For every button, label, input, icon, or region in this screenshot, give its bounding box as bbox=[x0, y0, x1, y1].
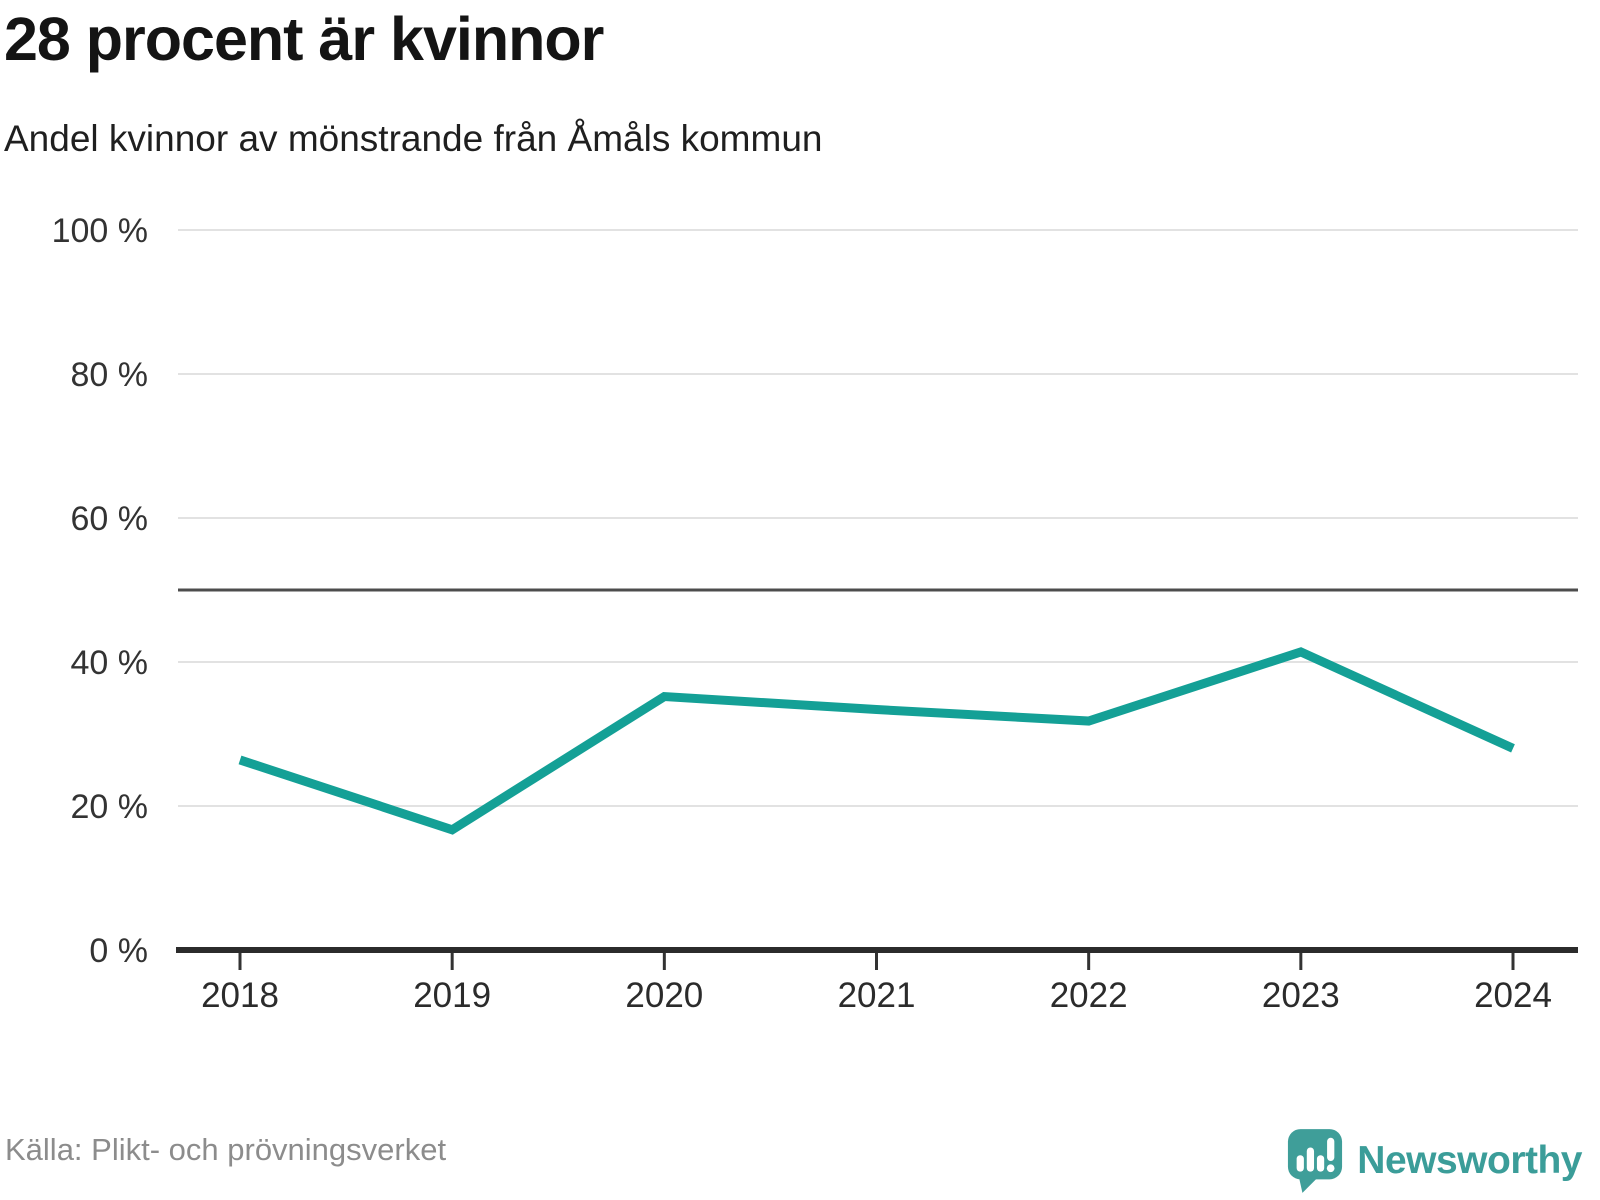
x-axis-label: 2021 bbox=[838, 976, 916, 1015]
line-chart: 0 % 20 % 40 % 60 % 80 % 100 % 2018 2019 2020 2021… bbox=[52, 212, 1578, 1015]
y-axis-label: 100 % bbox=[52, 212, 148, 250]
x-axis-label: 2019 bbox=[413, 976, 491, 1015]
data-line bbox=[238, 647, 1515, 835]
newsworthy-logo-text: Newsworthy bbox=[1357, 1139, 1582, 1182]
y-axis-label: 80 % bbox=[71, 356, 149, 394]
y-axis-label: 0 % bbox=[89, 932, 148, 970]
x-axis-label: 2018 bbox=[201, 976, 279, 1015]
newsworthy-logo[interactable]: Newsworthy bbox=[1286, 1126, 1582, 1196]
x-axis-label: 2022 bbox=[1050, 976, 1128, 1015]
y-axis-label: 40 % bbox=[71, 644, 149, 682]
x-axis-label: 2020 bbox=[625, 976, 703, 1015]
newsworthy-logo-icon bbox=[1288, 1129, 1343, 1193]
chart-title: 28 procent är kvinnor bbox=[4, 5, 604, 73]
source-note: Källa: Plikt- och prövningsverket bbox=[5, 1132, 447, 1167]
x-axis-label: 2024 bbox=[1474, 976, 1552, 1015]
y-axis-label: 20 % bbox=[71, 788, 149, 826]
chart-subtitle: Andel kvinnor av mönstrande från Åmåls k… bbox=[4, 118, 823, 159]
y-axis-label: 60 % bbox=[71, 500, 149, 538]
x-axis-label: 2023 bbox=[1262, 976, 1340, 1015]
